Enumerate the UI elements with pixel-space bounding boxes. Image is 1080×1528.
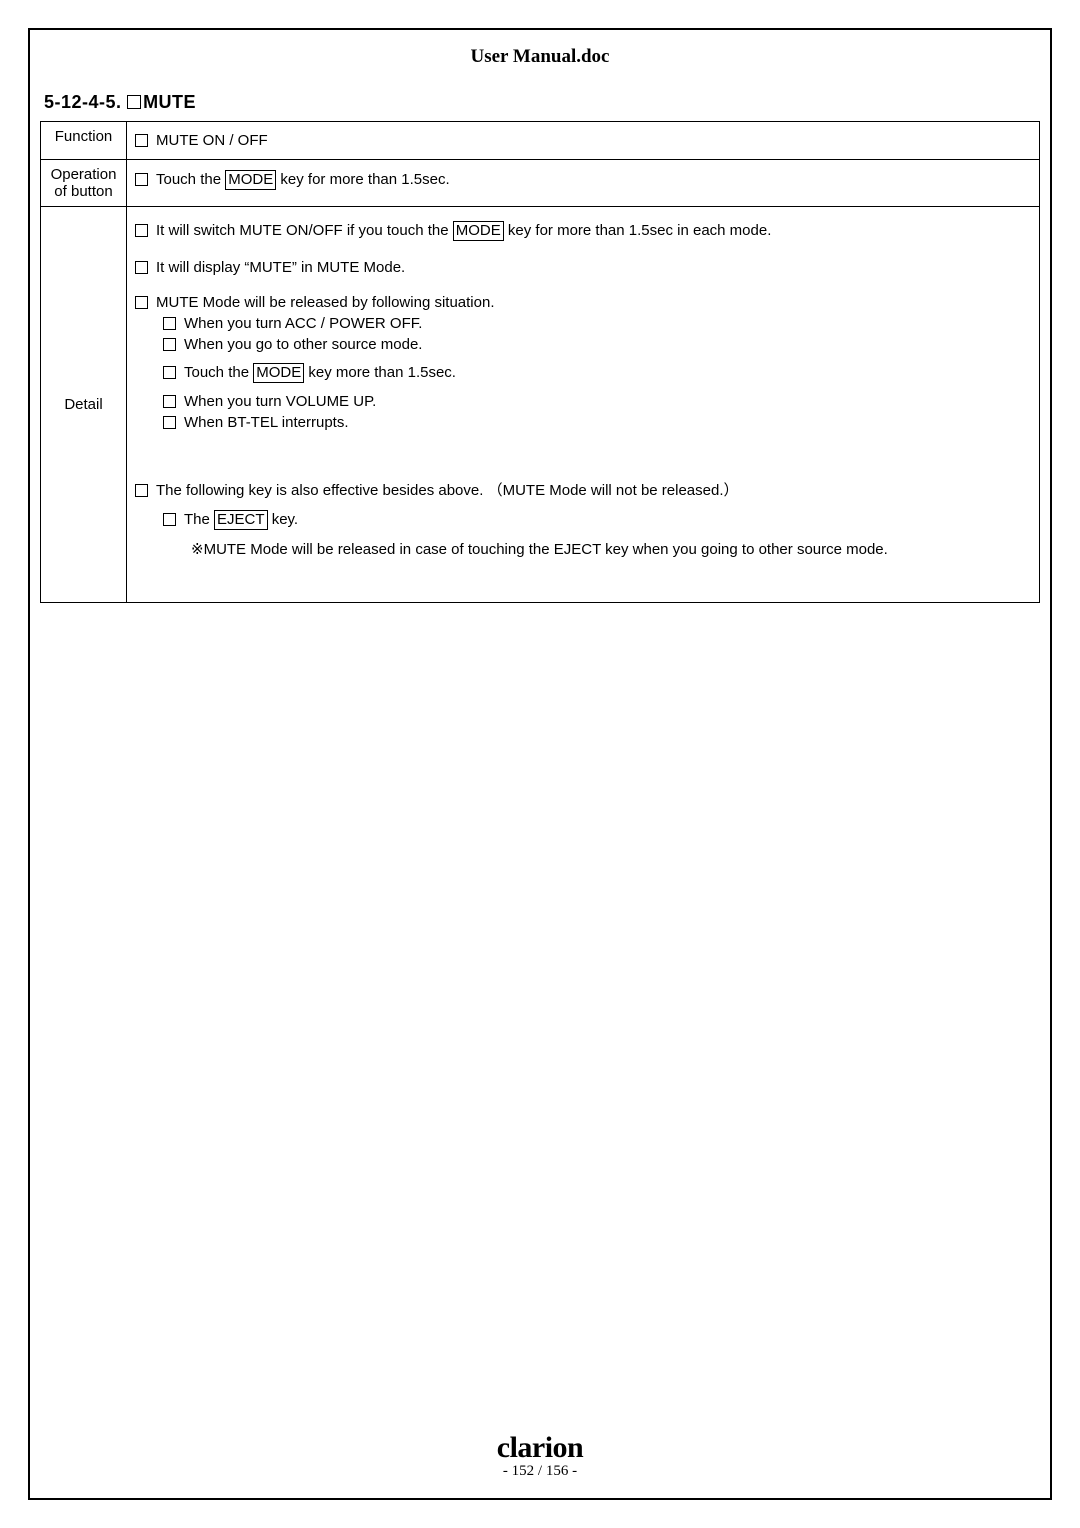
text-fragment: Touch the xyxy=(156,171,225,188)
table-row: Detail It will switch MUTE ON/OFF if you… xyxy=(41,207,1040,603)
row-label-detail: Detail xyxy=(41,207,127,603)
checkbox-icon xyxy=(135,224,148,237)
label-text: of button xyxy=(54,183,112,200)
brand-logo: clarion xyxy=(30,1431,1050,1465)
checkbox-icon xyxy=(163,416,176,429)
checkbox-icon xyxy=(163,395,176,408)
mode-key: MODE xyxy=(253,363,304,383)
row-content-operation: Touch the MODE key for more than 1.5sec. xyxy=(127,160,1040,207)
text-fragment: key. xyxy=(268,511,299,528)
section-title: MUTE xyxy=(143,92,196,112)
checkbox-icon xyxy=(135,134,148,147)
detail-text: When you turn VOLUME UP. xyxy=(184,393,376,410)
checkbox-icon xyxy=(135,261,148,274)
text-fragment: It will switch MUTE ON/OFF if you touch … xyxy=(156,222,453,239)
checkbox-icon xyxy=(163,338,176,351)
detail-text: It will display “MUTE” in MUTE Mode. xyxy=(156,259,405,276)
row-content-function: MUTE ON / OFF xyxy=(127,122,1040,160)
page-number: - 152 / 156 - xyxy=(30,1463,1050,1480)
mode-key: MODE xyxy=(225,170,276,190)
row-label-function: Function xyxy=(41,122,127,160)
detail-text: When you go to other source mode. xyxy=(184,336,422,353)
page-footer: clarion - 152 / 156 - xyxy=(30,1431,1050,1480)
detail-text: MUTE Mode will be released by following … xyxy=(156,294,495,311)
checkbox-icon xyxy=(127,95,141,109)
text-fragment: key more than 1.5sec. xyxy=(304,364,456,381)
table-row: Operation of button Touch the MODE key f… xyxy=(41,160,1040,207)
eject-key: EJECT xyxy=(214,510,268,530)
checkbox-icon xyxy=(163,513,176,526)
row-label-operation: Operation of button xyxy=(41,160,127,207)
function-text: MUTE ON / OFF xyxy=(156,132,268,149)
checkbox-icon xyxy=(163,366,176,379)
detail-text: When BT-TEL interrupts. xyxy=(184,414,349,431)
table-row: Function MUTE ON / OFF xyxy=(41,122,1040,160)
text-fragment: key for more than 1.5sec in each mode. xyxy=(504,222,772,239)
checkbox-icon xyxy=(135,296,148,309)
checkbox-icon xyxy=(135,173,148,186)
detail-text: When you turn ACC / POWER OFF. xyxy=(184,315,422,332)
text-fragment: The xyxy=(184,511,214,528)
text-fragment: key for more than 1.5sec. xyxy=(276,171,449,188)
spec-table: Function MUTE ON / OFF Operation of butt… xyxy=(40,121,1040,603)
document-title: User Manual.doc xyxy=(40,46,1040,68)
row-content-detail: It will switch MUTE ON/OFF if you touch … xyxy=(127,207,1040,603)
checkbox-icon xyxy=(163,317,176,330)
text-fragment: Touch the xyxy=(184,364,253,381)
label-text: Operation xyxy=(51,166,117,183)
note-text: ※MUTE Mode will be released in case of t… xyxy=(191,541,888,558)
section-heading: 5-12-4-5. MUTE xyxy=(40,92,1040,113)
page-frame: User Manual.doc 5-12-4-5. MUTE Function … xyxy=(28,28,1052,1500)
section-number: 5-12-4-5. xyxy=(44,92,122,112)
detail-text: The following key is also effective besi… xyxy=(156,482,739,499)
mode-key: MODE xyxy=(453,221,504,241)
checkbox-icon xyxy=(135,484,148,497)
